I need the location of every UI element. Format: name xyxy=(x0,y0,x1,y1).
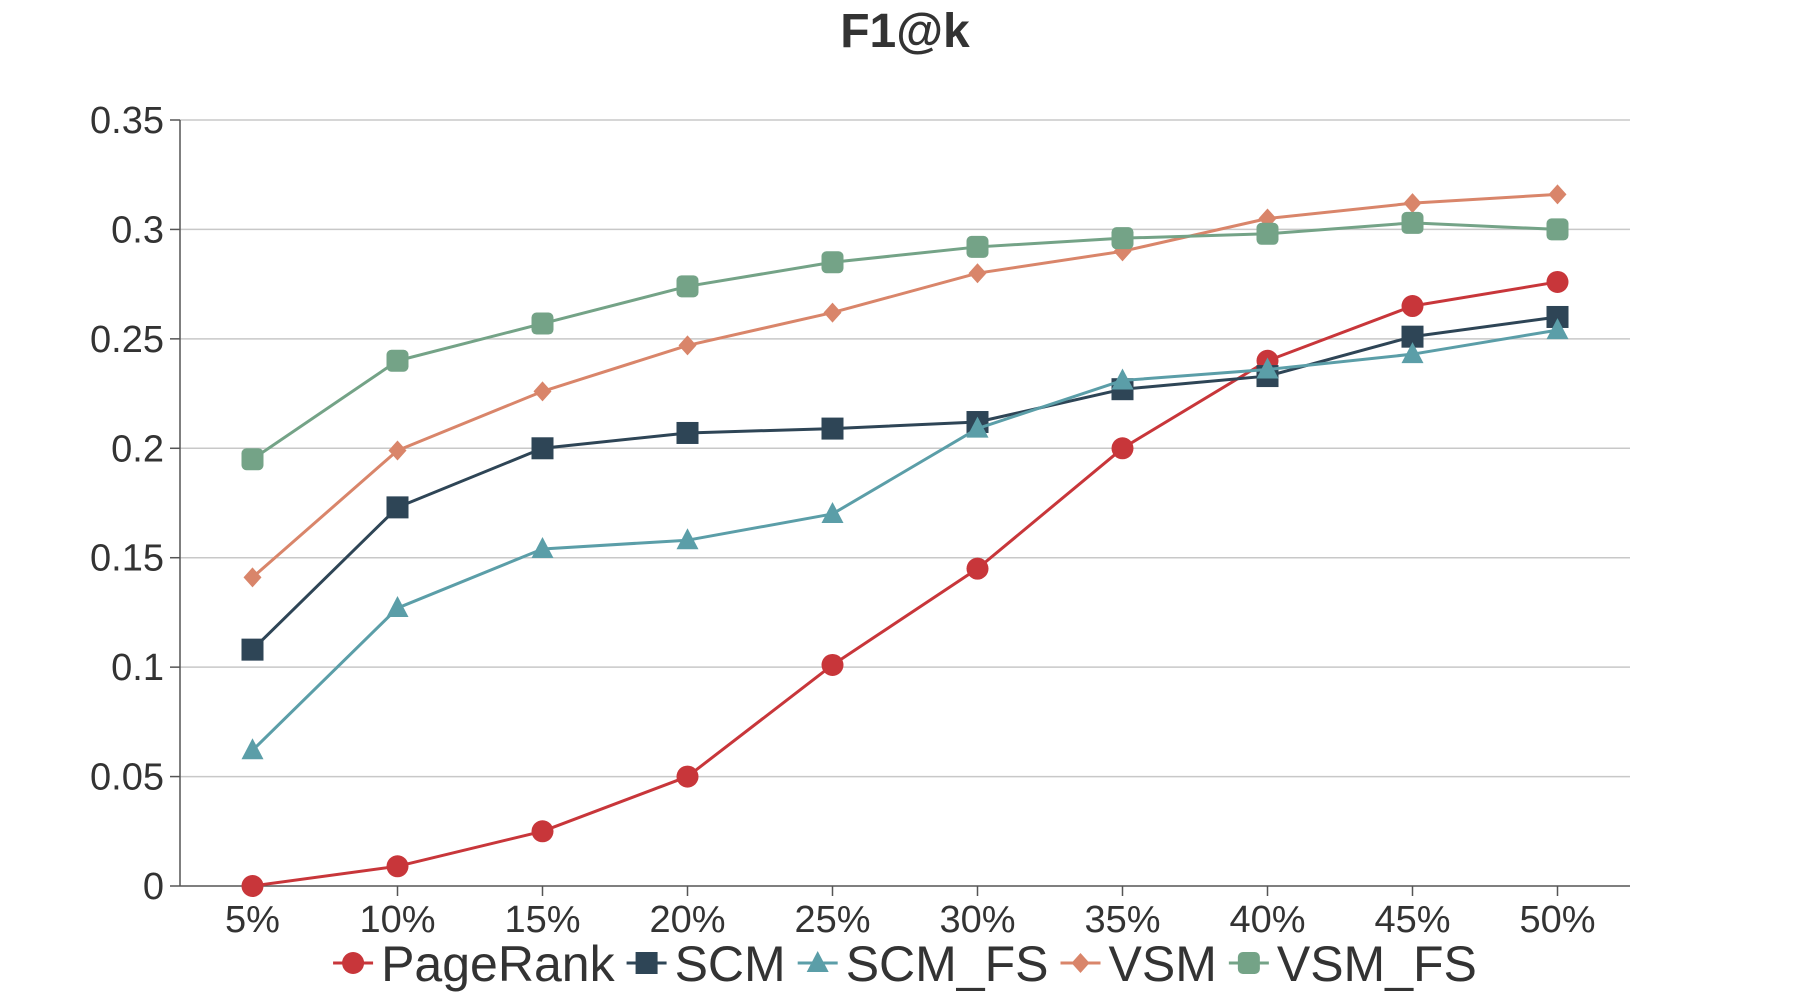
legend-item-vsm: VSM xyxy=(1060,936,1217,992)
legend-marker-vsm-fs xyxy=(1237,952,1260,974)
data-point-scm xyxy=(821,417,844,440)
y-tick-label: 0.3 xyxy=(111,209,164,251)
x-tick-label: 35% xyxy=(1084,899,1160,941)
legend-item-scm: SCM xyxy=(626,936,786,992)
data-point-vsm-fs xyxy=(1256,222,1279,245)
chart-title: F1@k xyxy=(840,5,970,58)
data-point-scm xyxy=(676,421,699,444)
x-tick-label: 45% xyxy=(1374,899,1450,941)
x-tick-label: 5% xyxy=(225,899,280,941)
data-point-vsm xyxy=(1548,184,1567,205)
data-point-vsm-fs xyxy=(386,349,409,372)
grid-lines xyxy=(180,119,1630,778)
data-point-vsm-fs xyxy=(1546,218,1569,241)
legend-marker-scm xyxy=(635,952,658,974)
legend-item-scm-fs: SCM_FS xyxy=(797,936,1049,992)
legend-marker-vsm xyxy=(1071,953,1090,973)
x-tick-label: 10% xyxy=(359,899,435,941)
legend-label: SCM_FS xyxy=(846,936,1049,992)
y-tick-label: 0.05 xyxy=(90,757,164,799)
data-point-pagerank xyxy=(1111,437,1134,460)
data-point-vsm-fs xyxy=(821,251,844,274)
data-point-vsm xyxy=(968,263,987,284)
series-vsm xyxy=(243,184,1567,588)
series-line-vsm xyxy=(251,192,1558,579)
data-point-vsm xyxy=(678,335,697,356)
data-point-vsm xyxy=(388,440,407,461)
series-vsm-fs xyxy=(241,211,1569,471)
x-tick-label: 25% xyxy=(794,899,870,941)
x-tick-label: 20% xyxy=(649,899,725,941)
data-point-vsm xyxy=(823,302,842,323)
legend-marker-scm-fs xyxy=(806,951,829,972)
x-tick-label: 30% xyxy=(939,899,1015,941)
series-scm xyxy=(241,305,1569,661)
data-point-scm xyxy=(386,496,409,519)
legend-item-vsm-fs: VSM_FS xyxy=(1228,936,1477,992)
data-point-vsm-fs xyxy=(531,312,554,335)
data-point-vsm xyxy=(243,567,262,588)
data-point-scm-fs xyxy=(821,501,844,523)
data-point-scm-fs xyxy=(1256,357,1279,379)
data-point-scm-fs xyxy=(386,596,409,618)
data-point-scm-fs xyxy=(1111,368,1134,390)
legend-marker-pagerank xyxy=(342,952,365,974)
data-point-scm xyxy=(1546,305,1569,328)
legend-item-pagerank: PageRank xyxy=(333,936,616,992)
data-point-vsm-fs xyxy=(1111,227,1134,250)
series-line-pagerank xyxy=(252,280,1558,888)
data-point-scm xyxy=(531,437,554,460)
data-point-vsm xyxy=(1403,193,1422,214)
legend-label: VSM_FS xyxy=(1277,936,1477,992)
series-line-vsm-fs xyxy=(251,221,1558,461)
legend: PageRank SCM SCM_FS VSM VSM_FS xyxy=(333,936,1477,992)
data-point-pagerank xyxy=(676,765,699,788)
y-tick-label: 0.25 xyxy=(90,319,164,361)
data-point-vsm-fs xyxy=(241,448,264,471)
series-scm-fs xyxy=(241,318,1569,760)
legend-label: PageRank xyxy=(381,936,615,992)
y-tick-label: 0.15 xyxy=(90,538,164,580)
y-tick-label: 0.1 xyxy=(111,647,164,689)
y-tick-label: 0.35 xyxy=(90,100,164,142)
legend-label: SCM xyxy=(675,936,786,992)
data-point-scm-fs xyxy=(966,416,989,438)
data-point-vsm-fs xyxy=(1401,211,1424,234)
data-point-scm xyxy=(241,638,264,661)
data-point-pagerank xyxy=(1401,295,1424,318)
data-point-scm-fs xyxy=(1546,318,1569,340)
legend-label: VSM xyxy=(1109,936,1217,992)
data-point-scm-fs xyxy=(531,536,554,558)
data-point-pagerank xyxy=(531,820,554,843)
data-point-scm-fs xyxy=(1401,342,1424,364)
series-lines xyxy=(241,184,1569,897)
series-pagerank xyxy=(241,270,1569,897)
series-line-scm xyxy=(251,315,1558,651)
data-point-pagerank xyxy=(386,855,409,878)
x-tick-label: 40% xyxy=(1229,899,1305,941)
x-tick-label: 50% xyxy=(1519,899,1595,941)
series-line-scm-fs xyxy=(251,328,1558,752)
data-point-vsm-fs xyxy=(676,275,699,298)
data-point-scm xyxy=(1401,325,1424,348)
data-point-pagerank xyxy=(241,875,264,897)
data-point-scm-fs xyxy=(676,528,699,550)
data-point-pagerank xyxy=(821,653,844,676)
x-tick-label: 15% xyxy=(504,899,580,941)
y-tick-label: 0.2 xyxy=(111,428,164,470)
data-point-pagerank xyxy=(966,557,989,580)
y-tick-label: 0 xyxy=(143,866,164,908)
axes: 0 0.05 0.1 0.15 0.2 0.25 0.3 0.35 5% 10% 15% 20% 25%… xyxy=(90,100,1630,941)
data-point-vsm-fs xyxy=(966,235,989,258)
data-point-pagerank xyxy=(1546,270,1569,293)
data-point-vsm xyxy=(533,381,552,402)
data-point-scm-fs xyxy=(241,738,264,760)
